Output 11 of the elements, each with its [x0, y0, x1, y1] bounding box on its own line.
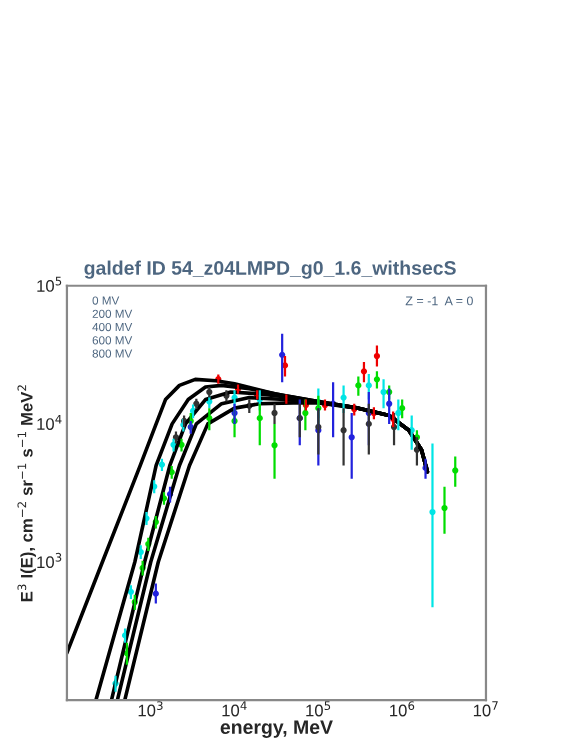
x-tick-label: 10$^{4}$ [222, 701, 247, 717]
x-tick-label: 10$^{6}$ [390, 701, 415, 717]
y-tick-label: 10$^{5}$ [37, 276, 62, 292]
chart-title: galdef ID 54_z04LMPD_g0_1.6_withsecS [84, 260, 456, 279]
x-tick-label: 10$^{5}$ [306, 701, 331, 717]
x-tick-label: 10$^{7}$ [473, 701, 498, 717]
x-axis-title: energy, MeV [220, 720, 333, 738]
y-tick-label: 10$^{3}$ [37, 552, 62, 569]
text: E$^{3}$ I(E), cm$^{−2}$ sr$^{−1}$ s$^{−1}$ MeV$^{2}$ [17, 385, 36, 602]
x-tick-label: 10$^{3}$ [138, 701, 163, 717]
y-tick-label: 10$^{4}$ [37, 414, 62, 430]
